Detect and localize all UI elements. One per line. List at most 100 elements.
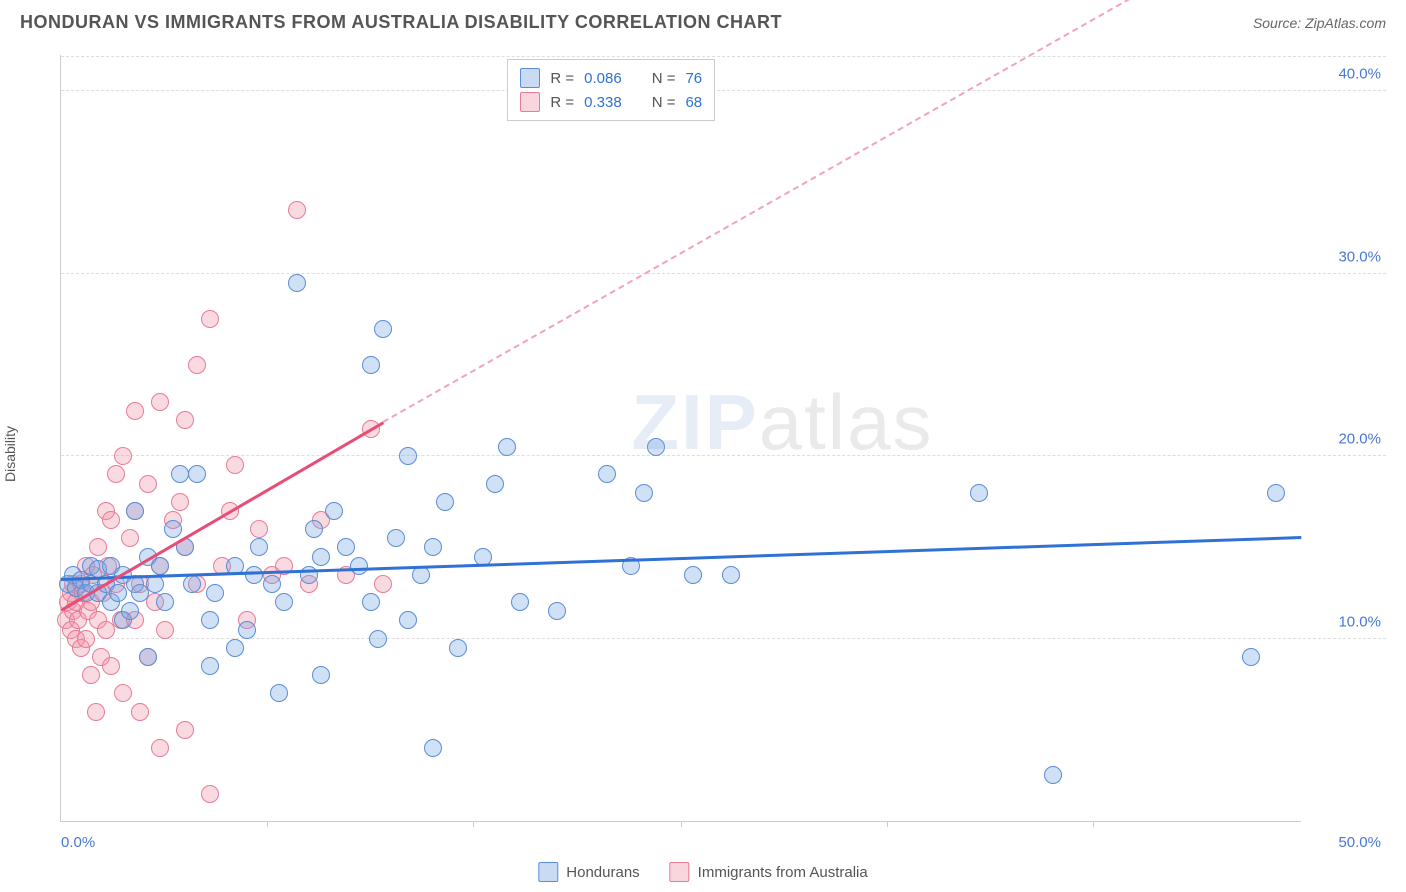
scatter-point [151,739,169,757]
legend-label: Hondurans [566,864,639,881]
legend-stats: R = 0.086 N = 76 R = 0.338 N = 68 [507,59,715,121]
scatter-point [722,566,740,584]
scatter-point [362,356,380,374]
scatter-point [511,593,529,611]
scatter-point [263,575,281,593]
scatter-point [201,657,219,675]
scatter-point [399,611,417,629]
x-tick-label: 0.0% [61,834,95,851]
scatter-point [201,785,219,803]
scatter-point [250,538,268,556]
scatter-point [970,484,988,502]
scatter-point [288,274,306,292]
scatter-point [102,657,120,675]
scatter-point [1044,766,1062,784]
n-value: 68 [685,94,702,111]
scatter-point [176,721,194,739]
scatter-point [126,402,144,420]
r-label: R = [550,70,574,87]
scatter-point [107,465,125,483]
scatter-point [374,575,392,593]
scatter-point [647,438,665,456]
swatch-pink [520,92,540,112]
scatter-point [449,639,467,657]
gridline [61,56,1386,57]
scatter-point [325,502,343,520]
scatter-point [598,465,616,483]
scatter-point [201,611,219,629]
scatter-point [156,593,174,611]
scatter-point [139,475,157,493]
scatter-point [337,538,355,556]
scatter-point [171,493,189,511]
scatter-point [109,584,127,602]
y-tick-label: 10.0% [1338,613,1381,630]
r-value: 0.086 [584,70,622,87]
scatter-point [226,639,244,657]
scatter-point [82,666,100,684]
legend-item: Hondurans [538,862,639,882]
scatter-point [206,584,224,602]
scatter-point [548,602,566,620]
scatter-point [312,666,330,684]
scatter-point [486,475,504,493]
scatter-point [238,621,256,639]
scatter-point [201,310,219,328]
scatter-point [288,201,306,219]
scatter-point [183,575,201,593]
scatter-point [424,538,442,556]
x-tick [473,821,474,827]
scatter-point [77,630,95,648]
y-axis-label: Disability [2,426,18,482]
scatter-point [121,529,139,547]
legend-item: Immigrants from Australia [670,862,868,882]
x-tick [1093,821,1094,827]
chart-title: HONDURAN VS IMMIGRANTS FROM AUSTRALIA DI… [20,12,782,33]
gridline [61,638,1386,639]
scatter-point [89,538,107,556]
scatter-point [362,593,380,611]
gridline [61,455,1386,456]
chart-area: ZIPatlas R = 0.086 N = 76 R = 0.338 N = … [45,55,1386,837]
scatter-point [350,557,368,575]
scatter-point [156,621,174,639]
gridline [61,273,1386,274]
scatter-point [114,684,132,702]
scatter-point [250,520,268,538]
scatter-point [436,493,454,511]
n-label: N = [652,94,676,111]
swatch-pink [670,862,690,882]
legend-row: R = 0.086 N = 76 [520,66,702,90]
r-value: 0.338 [584,94,622,111]
scatter-point [369,630,387,648]
scatter-point [151,393,169,411]
scatter-point [684,566,702,584]
scatter-point [114,447,132,465]
scatter-point [171,465,189,483]
trend-line [61,536,1301,580]
scatter-point [245,566,263,584]
scatter-point [131,703,149,721]
scatter-point [146,575,164,593]
scatter-point [151,557,169,575]
scatter-point [1242,648,1260,666]
scatter-point [126,502,144,520]
n-label: N = [652,70,676,87]
scatter-point [305,520,323,538]
legend-series: Hondurans Immigrants from Australia [538,862,867,882]
scatter-point [226,456,244,474]
y-tick-label: 20.0% [1338,431,1381,448]
x-tick-label: 50.0% [1338,834,1381,851]
header: HONDURAN VS IMMIGRANTS FROM AUSTRALIA DI… [0,0,1406,41]
gridline [61,90,1386,91]
scatter-point [121,602,139,620]
scatter-point [164,520,182,538]
n-value: 76 [685,70,702,87]
scatter-point [498,438,516,456]
scatter-point [188,465,206,483]
scatter-point [139,648,157,666]
scatter-point [424,739,442,757]
y-tick-label: 40.0% [1338,66,1381,83]
swatch-blue [538,862,558,882]
swatch-blue [520,68,540,88]
